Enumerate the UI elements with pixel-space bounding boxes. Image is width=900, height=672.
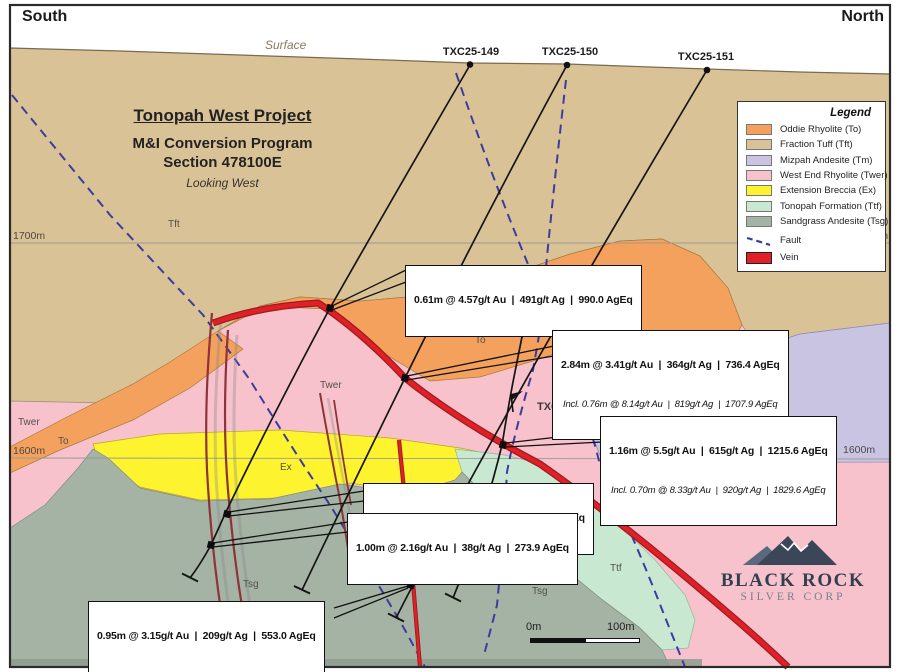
fault-line-west (11, 94, 426, 668)
collar-dot-txc25-149 (466, 61, 474, 68)
section-subtitle: Section 478100E (163, 154, 282, 171)
legend-row: Tonopah Formation (Ttf) (746, 198, 882, 213)
legend-row-vein: Vein (746, 249, 879, 266)
logo-tagline: SILVER CORP (740, 590, 846, 603)
legend-item-label: Mizpah Andesite (Tm) (780, 154, 873, 166)
legend-item-label: West End Rhyolite (Twer) (780, 170, 888, 182)
elevation-1600-left: 1600m (13, 445, 46, 457)
mizpah-andesite-swatch (746, 154, 772, 166)
fault-symbol-icon (746, 236, 771, 246)
minor-vein (223, 329, 245, 613)
collar-dot-txc25-151 (703, 66, 711, 74)
eoh-tbar (181, 572, 199, 583)
vein-shadow (213, 317, 233, 624)
legend: Legend Oddie Rhyolite (To) Fraction Tuff… (737, 101, 888, 273)
eoh-tbar (387, 612, 405, 623)
vein-shadow (232, 334, 254, 618)
program-subtitle: M&I Conversion Program (132, 135, 313, 152)
south-label: South (22, 8, 68, 25)
drill-trace-txc25-149 (189, 64, 471, 579)
oddie-rhyolite-swatch (746, 124, 772, 136)
callout-0-61m: 0.61m @ 4.57g/t Au | 491g/t Ag | 990.0 A… (405, 265, 642, 337)
mountain-logo-icon (743, 536, 837, 565)
collar-label-txc25-150: TXC25-150 (541, 46, 599, 58)
west-end-rhyolite-swatch (746, 170, 772, 182)
title-block: Tonopah West Project M&I Conversion Prog… (105, 106, 340, 190)
callout-1-16m: 1.16m @ 5.5g/t Au | 615g/t Ag | 1215.6 A… (600, 416, 837, 526)
drill-trace-txc25-150 (301, 64, 568, 591)
legend-item-label: Tonopah Formation (Ttf) (780, 200, 882, 212)
txc25-146-flag (510, 391, 523, 413)
legend-item-label: Sandgrass Andesite (Tsg) (780, 215, 889, 227)
callout-main: 1.16m @ 5.5g/t Au | 615g/t Ag | 1215.6 A… (609, 445, 828, 458)
scale-100m-label: 100m (607, 621, 635, 633)
unit-label-ex: Ex (280, 462, 292, 473)
legend-row: Extension Breccia (Ex) (746, 183, 879, 198)
callout-main: 0.61m @ 4.57g/t Au | 491g/t Ag | 990.0 A… (414, 294, 633, 307)
legend-fault-label: Fault (780, 235, 802, 247)
vein-symbol-swatch (746, 251, 772, 264)
north-label: North (841, 8, 884, 25)
unit-label-ttf: Ttf (610, 563, 622, 574)
extension-breccia-swatch (746, 185, 772, 197)
main-vein (212, 300, 790, 669)
collar-label-txc25-151: TXC25-151 (677, 51, 735, 63)
callout-1-00m: 1.00m @ 2.16g/t Au | 38g/t Ag | 273.9 Ag… (347, 513, 578, 585)
surface-label: Surface (265, 38, 307, 52)
minor-vein (205, 312, 224, 619)
section-bottom-shade (10, 659, 702, 667)
tonopah-formation-swatch (746, 200, 772, 212)
scale-zero-label: 0m (526, 621, 542, 633)
unit-label-to-main: To (475, 335, 486, 346)
fraction-tuff-swatch (746, 139, 772, 151)
collar-label-txc25-149: TXC25-149 (442, 46, 500, 58)
legend-row: Sandgrass Andesite (Tsg) (746, 214, 888, 229)
callout-0-95m: 0.95m @ 3.15g/t Au | 209g/t Ag | 553.0 A… (88, 601, 325, 672)
callout-main: 1.00m @ 2.16g/t Au | 38g/t Ag | 273.9 Ag… (356, 542, 569, 555)
legend-row: Oddie Rhyolite (To) (746, 122, 879, 137)
legend-item-label: Oddie Rhyolite (To) (780, 124, 862, 136)
unit-label-to-left: To (58, 436, 69, 447)
callout-included-interval: Incl. 0.70m @ 8.33g/t Au | 920g/t Ag | 1… (611, 484, 826, 496)
section-border (8, 3, 892, 669)
callout-main: 2.84m @ 3.41g/t Au | 364g/t Ag | 736.4 A… (561, 359, 780, 372)
legend-row: West End Rhyolite (Twer) (746, 168, 888, 183)
unit-label-tsg-left: Tsg (243, 579, 259, 590)
project-title: Tonopah West Project (133, 106, 312, 125)
elevation-1700-left: 1700m (13, 230, 46, 242)
unit-label-twer-left: Twer (18, 417, 40, 428)
legend-row: Fraction Tuff (Tft) (746, 137, 879, 152)
callout-included-interval: Incl. 0.76m @ 8.14g/t Au | 819g/t Ag | 1… (563, 398, 778, 410)
eoh-tbar (444, 592, 462, 603)
legend-vein-label: Vein (780, 252, 799, 264)
unit-label-tft: Tft (168, 219, 180, 230)
logo-company-name: BLACK ROCK (720, 570, 866, 591)
legend-title: Legend (830, 107, 871, 119)
legend-item-label: Fraction Tuff (Tft) (780, 139, 853, 151)
sandgrass-andesite-swatch (746, 215, 772, 227)
scale-bar-white-segment (585, 638, 640, 643)
unit-label-tsg-mid: Tsg (532, 586, 548, 597)
unit-label-twer-mid: Twer (320, 380, 342, 391)
legend-row: Mizpah Andesite (Tm) (746, 153, 879, 168)
elevation-1600-right: 1600m (843, 444, 876, 456)
orientation-subtitle: Looking West (186, 176, 259, 190)
legend-row-fault: Fault (746, 232, 879, 249)
eoh-tbar (293, 585, 311, 595)
company-logo: BLACK ROCK SILVER CORP (698, 532, 888, 605)
main-vein-group (211, 299, 791, 670)
collar-dot-txc25-150 (563, 61, 571, 69)
scale-bar-black-segment (530, 638, 585, 643)
callout-main: 0.95m @ 3.15g/t Au | 209g/t Ag | 553.0 A… (97, 630, 316, 643)
legend-item-label: Extension Breccia (Ex) (780, 185, 877, 197)
